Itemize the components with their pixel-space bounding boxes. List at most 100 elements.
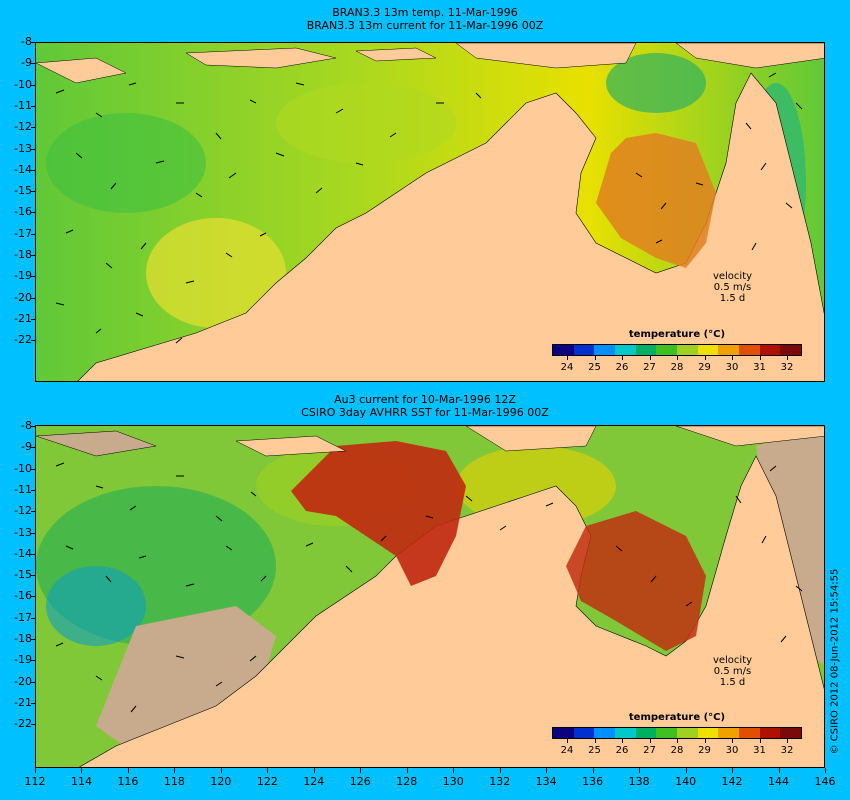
y-tick-label: -12 bbox=[14, 120, 32, 134]
colorbar-tick-label: 30 bbox=[725, 745, 739, 756]
colorbar-tick-label: 25 bbox=[588, 745, 601, 756]
colorbar-segment bbox=[594, 345, 616, 355]
x-tick-label: 146 bbox=[814, 775, 836, 788]
y-tick-label: -15 bbox=[14, 568, 32, 582]
bottom-velocity-value: 0.5 m/s bbox=[713, 666, 752, 677]
colorbar-segment bbox=[635, 345, 657, 355]
colorbar-segment bbox=[780, 728, 802, 738]
bottom-velocity-label: velocity bbox=[712, 655, 753, 666]
x-tick-mark bbox=[453, 768, 455, 773]
y-tick-mark bbox=[31, 84, 35, 86]
colorbar-segment bbox=[656, 728, 678, 738]
colorbar-segment bbox=[553, 345, 574, 355]
y-tick-label: -18 bbox=[14, 248, 32, 261]
x-tick-mark bbox=[35, 768, 36, 773]
y-tick-label: -17 bbox=[14, 226, 32, 240]
y-tick-label: -14 bbox=[14, 162, 32, 176]
colorbar-tick-label: 32 bbox=[780, 745, 794, 756]
y-tick-label: -20 bbox=[14, 290, 32, 304]
y-tick-mark bbox=[31, 575, 35, 577]
y-tick-label: -12 bbox=[14, 504, 32, 518]
bottom-velocity-legend: velocity 0.5 m/s 1.5 d bbox=[700, 655, 765, 688]
colorbar-segment bbox=[573, 728, 595, 738]
colorbar-segment bbox=[739, 728, 760, 738]
top-title-line1: BRAN3.3 13m temp. 11-Mar-1996 bbox=[332, 6, 518, 19]
top-map bbox=[36, 43, 824, 381]
y-tick-mark bbox=[31, 702, 35, 704]
x-tick-mark bbox=[499, 768, 501, 773]
x-tick-label: 114 bbox=[70, 775, 92, 788]
colorbar-tick-label: 24 bbox=[560, 745, 574, 756]
x-tick-label: 116 bbox=[117, 775, 139, 788]
y-tick-mark bbox=[31, 553, 35, 555]
y-tick-label: -16 bbox=[14, 589, 32, 603]
colorbar-segment bbox=[739, 345, 760, 355]
y-tick-label: -10 bbox=[14, 77, 32, 91]
y-tick-label: -8 bbox=[21, 419, 32, 432]
colorbar-segment bbox=[677, 345, 698, 355]
x-tick-mark bbox=[220, 768, 222, 773]
x-tick-mark bbox=[639, 768, 641, 773]
colorbar-tick-mark bbox=[594, 356, 596, 360]
y-tick-label: -21 bbox=[14, 311, 32, 325]
y-tick-mark bbox=[31, 148, 35, 150]
x-tick-label: 144 bbox=[768, 775, 790, 788]
x-tick-mark bbox=[406, 768, 408, 773]
colorbar-tick-mark bbox=[622, 739, 623, 743]
y-tick-mark bbox=[31, 660, 35, 662]
colorbar-tick-mark bbox=[732, 356, 733, 360]
colorbar-segment bbox=[615, 345, 636, 355]
x-tick-label: 128 bbox=[396, 775, 418, 788]
y-tick-mark bbox=[31, 468, 35, 470]
colorbar-tick-mark bbox=[704, 356, 706, 360]
x-tick-label: 118 bbox=[163, 775, 185, 788]
colorbar-segment bbox=[635, 728, 657, 738]
x-tick-mark bbox=[685, 768, 687, 773]
top-panel-title: BRAN3.3 13m temp. 11-Mar-1996 BRAN3.3 13… bbox=[0, 6, 850, 32]
bottom-title-line1: Au3 current for 10-Mar-1996 12Z bbox=[334, 393, 516, 406]
colorbar-tick-label: 31 bbox=[753, 362, 766, 373]
y-tick-label: -17 bbox=[14, 610, 32, 624]
colorbar-tick-mark bbox=[622, 356, 623, 360]
colorbar-tick-label: 30 bbox=[725, 362, 739, 373]
x-tick-label: 134 bbox=[535, 775, 557, 788]
x-tick-label: 132 bbox=[489, 775, 511, 788]
x-tick-mark bbox=[127, 768, 129, 773]
y-tick-label: -9 bbox=[21, 56, 32, 70]
top-current-arrows bbox=[55, 72, 803, 344]
colorbar-segment bbox=[780, 345, 802, 355]
y-tick-mark bbox=[31, 426, 35, 427]
y-tick-mark bbox=[31, 318, 35, 320]
y-tick-mark bbox=[31, 127, 35, 129]
x-tick-label: 120 bbox=[210, 775, 232, 788]
x-tick-label: 124 bbox=[303, 775, 325, 788]
y-tick-mark bbox=[31, 340, 35, 342]
y-tick-mark bbox=[31, 42, 35, 43]
y-tick-mark bbox=[31, 532, 35, 534]
x-tick-mark bbox=[732, 768, 734, 773]
y-tick-label: -19 bbox=[14, 269, 32, 283]
colorbar-tick-label: 32 bbox=[780, 362, 794, 373]
colorbar-segment bbox=[718, 728, 740, 738]
x-tick-mark bbox=[825, 768, 826, 773]
y-tick-label: -13 bbox=[14, 525, 32, 539]
y-tick-label: -21 bbox=[14, 695, 32, 709]
colorbar-tick-label: 26 bbox=[615, 745, 629, 756]
y-tick-label: -18 bbox=[14, 632, 32, 645]
top-velocity-legend: velocity 0.5 m/s 1.5 d bbox=[700, 271, 765, 304]
colorbar-tick-label: 29 bbox=[698, 362, 711, 373]
colorbar-tick-mark bbox=[704, 739, 706, 743]
x-tick-label: 142 bbox=[721, 775, 743, 788]
top-map-panel bbox=[35, 42, 825, 382]
y-tick-label: -10 bbox=[14, 461, 32, 475]
colorbar-tick-label: 29 bbox=[698, 745, 711, 756]
y-tick-mark bbox=[31, 681, 35, 683]
colorbar-segment bbox=[656, 345, 678, 355]
colorbar-tick-mark bbox=[787, 739, 788, 743]
top-velocity-label: velocity bbox=[712, 271, 753, 282]
y-tick-mark bbox=[31, 63, 35, 65]
bottom-current-arrows bbox=[55, 462, 803, 713]
colorbar-tick-mark bbox=[759, 356, 761, 360]
colorbar-tick-label: 27 bbox=[643, 745, 656, 756]
x-tick-label: 130 bbox=[442, 775, 464, 788]
